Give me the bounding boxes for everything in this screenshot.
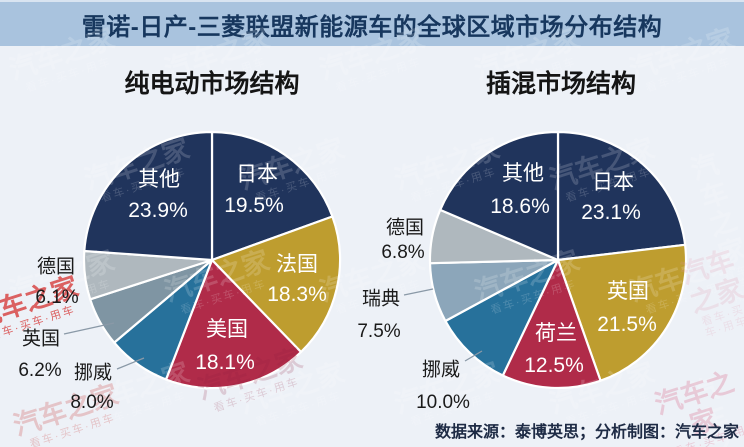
chart-title-phev: 插混市场结构 [485, 70, 637, 98]
source-note: 数据来源：泰博英思；分析制图：汽车之家 [434, 424, 739, 441]
phev-label-japan-value: 23.1% [581, 201, 641, 224]
bev-label-others-name: 其他 [138, 168, 180, 191]
phev-label-germany-name: 德国 [385, 217, 425, 239]
bev-label-usa-name: 美国 [206, 318, 248, 341]
pie0-slice-其他 [83, 130, 214, 262]
bev-label-france-value: 18.3% [267, 283, 327, 306]
phev-label-norway-value: 10.0% [416, 392, 470, 413]
phev-label-norway-name: 挪威 [421, 359, 461, 381]
phev-label-others-name: 其他 [502, 162, 544, 185]
phev-label-others-value: 18.6% [490, 195, 550, 218]
pie0-slice-日本 [210, 130, 334, 262]
leader-line-bev-uk [63, 322, 115, 335]
phev-pie-chart [428, 130, 688, 390]
bev-label-norway-value: 8.0% [70, 392, 114, 413]
bev-label-germany-name: 德国 [36, 256, 76, 278]
title-bar: 雷诺-日产-三菱联盟新能源车的全球区域市场分布结构 [0, 0, 744, 46]
phev-label-germany-value: 6.8% [381, 242, 425, 263]
bev-label-uk-value: 6.2% [18, 360, 62, 381]
bev-label-france-name: 法国 [276, 253, 318, 276]
pie1-slice-挪威 [444, 258, 560, 377]
chart-title-bev: 纯电动市场结构 [124, 70, 300, 98]
phev-label-uk-value: 21.5% [597, 313, 657, 336]
pie1-slice-其他 [439, 130, 560, 262]
bev-label-others-value: 23.9% [128, 199, 188, 222]
pie1-slice-英国 [556, 243, 688, 382]
leader-lines [63, 288, 483, 370]
phev-label-sweden-name: 瑞典 [361, 288, 401, 310]
phev-label-netherlands-name: 荷兰 [535, 322, 577, 345]
phev-label-uk-name: 英国 [607, 280, 649, 303]
bev-pie-chart [82, 130, 342, 390]
pie1-slice-荷兰 [501, 258, 602, 390]
bev-label-usa-value: 18.1% [195, 351, 255, 374]
pie0-slice-法国 [210, 215, 342, 354]
main-title: 雷诺-日产-三菱联盟新能源车的全球区域市场分布结构 [81, 13, 663, 41]
phev-label-netherlands-value: 12.5% [524, 354, 584, 377]
bev-label-japan-name: 日本 [236, 163, 278, 186]
bev-label-norway-name: 挪威 [73, 362, 113, 384]
bev-label-japan-value: 19.5% [224, 194, 284, 217]
bev-label-uk-name: 英国 [21, 328, 61, 350]
phev-label-sweden-value: 7.5% [357, 321, 401, 342]
leader-line-bev-norway [116, 357, 145, 370]
leader-line-phev-sweden [403, 288, 434, 296]
phev-label-japan-name: 日本 [592, 171, 634, 194]
bev-label-germany-value: 6.1% [35, 287, 79, 308]
pie1-slice-日本 [556, 130, 687, 262]
leader-line-phev-norway [464, 350, 483, 362]
